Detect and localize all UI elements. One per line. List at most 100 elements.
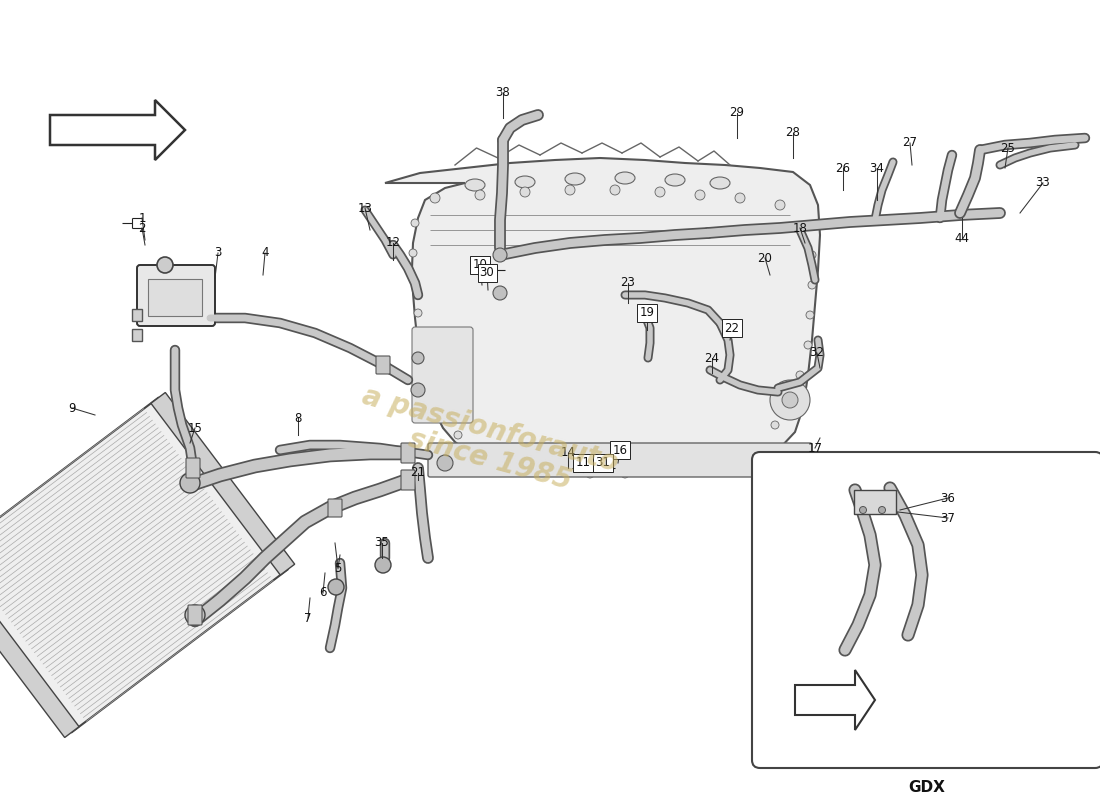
Circle shape [418, 339, 426, 347]
Text: 27: 27 [902, 137, 917, 150]
Text: 25: 25 [1001, 142, 1015, 154]
Circle shape [621, 470, 629, 478]
Circle shape [431, 394, 439, 402]
FancyBboxPatch shape [148, 279, 202, 316]
FancyBboxPatch shape [752, 452, 1100, 768]
Circle shape [770, 380, 810, 420]
Circle shape [518, 464, 526, 472]
Circle shape [157, 257, 173, 273]
Polygon shape [0, 398, 287, 732]
Circle shape [756, 444, 764, 452]
Circle shape [409, 249, 417, 257]
FancyBboxPatch shape [328, 499, 342, 517]
Circle shape [454, 431, 462, 439]
FancyBboxPatch shape [132, 329, 142, 341]
Circle shape [411, 383, 425, 397]
Text: 3: 3 [214, 246, 222, 259]
Circle shape [520, 187, 530, 197]
Text: 30: 30 [480, 266, 494, 279]
Text: 13: 13 [358, 202, 373, 214]
Ellipse shape [710, 177, 730, 189]
Circle shape [375, 557, 390, 573]
Text: 8: 8 [295, 411, 301, 425]
Circle shape [586, 470, 594, 478]
Circle shape [424, 369, 431, 377]
Circle shape [808, 251, 816, 259]
Text: 1: 1 [139, 211, 145, 225]
Polygon shape [50, 100, 185, 160]
FancyBboxPatch shape [186, 458, 200, 478]
FancyBboxPatch shape [138, 265, 214, 326]
Circle shape [551, 468, 559, 476]
Circle shape [180, 473, 200, 493]
Circle shape [796, 371, 804, 379]
Circle shape [786, 396, 794, 404]
Polygon shape [0, 555, 79, 738]
Ellipse shape [565, 173, 585, 185]
Circle shape [610, 185, 620, 195]
Circle shape [726, 458, 734, 466]
Circle shape [695, 190, 705, 200]
Text: 20: 20 [758, 251, 772, 265]
Circle shape [414, 309, 422, 317]
Circle shape [879, 506, 886, 514]
Text: 12: 12 [385, 237, 400, 250]
Text: 36: 36 [940, 491, 956, 505]
Text: GDX: GDX [909, 780, 945, 795]
Circle shape [412, 352, 424, 364]
Circle shape [735, 193, 745, 203]
Text: a passionforauto: a passionforauto [359, 382, 622, 478]
Circle shape [185, 605, 205, 625]
Circle shape [411, 219, 419, 227]
Circle shape [471, 446, 478, 454]
Circle shape [565, 185, 575, 195]
Text: 23: 23 [620, 277, 636, 290]
Circle shape [475, 190, 485, 200]
Circle shape [492, 456, 500, 464]
Circle shape [430, 193, 440, 203]
Circle shape [782, 392, 797, 408]
FancyBboxPatch shape [188, 605, 202, 625]
FancyBboxPatch shape [132, 309, 142, 321]
Text: 11: 11 [575, 457, 591, 470]
FancyBboxPatch shape [428, 443, 812, 477]
Text: 44: 44 [955, 231, 969, 245]
Text: 29: 29 [729, 106, 745, 119]
Text: 28: 28 [785, 126, 801, 139]
Text: 22: 22 [725, 322, 739, 334]
Polygon shape [795, 670, 874, 730]
FancyBboxPatch shape [412, 327, 473, 423]
Circle shape [801, 221, 808, 229]
Text: 37: 37 [940, 511, 956, 525]
Text: 4: 4 [262, 246, 268, 259]
Text: 6: 6 [319, 586, 327, 599]
Text: 14: 14 [561, 446, 575, 459]
Text: 15: 15 [188, 422, 202, 434]
FancyBboxPatch shape [402, 443, 415, 463]
Text: 2: 2 [139, 222, 145, 234]
Ellipse shape [666, 174, 685, 186]
Text: 38: 38 [496, 86, 510, 99]
Text: 9: 9 [68, 402, 76, 414]
Text: 17: 17 [807, 442, 823, 454]
Text: 32: 32 [810, 346, 824, 359]
Text: 33: 33 [1035, 177, 1050, 190]
Text: 24: 24 [704, 351, 719, 365]
FancyBboxPatch shape [854, 490, 896, 514]
Circle shape [654, 187, 666, 197]
Text: 18: 18 [793, 222, 807, 234]
Ellipse shape [515, 176, 535, 188]
Ellipse shape [615, 172, 635, 184]
Text: 16: 16 [613, 443, 627, 457]
Circle shape [691, 464, 698, 472]
Circle shape [441, 414, 449, 422]
Ellipse shape [465, 179, 485, 191]
Circle shape [804, 341, 812, 349]
Circle shape [776, 200, 785, 210]
Circle shape [493, 286, 507, 300]
Polygon shape [151, 393, 295, 575]
Text: 5: 5 [334, 562, 342, 574]
Circle shape [328, 579, 344, 595]
Circle shape [771, 421, 779, 429]
Text: 10: 10 [473, 258, 487, 271]
